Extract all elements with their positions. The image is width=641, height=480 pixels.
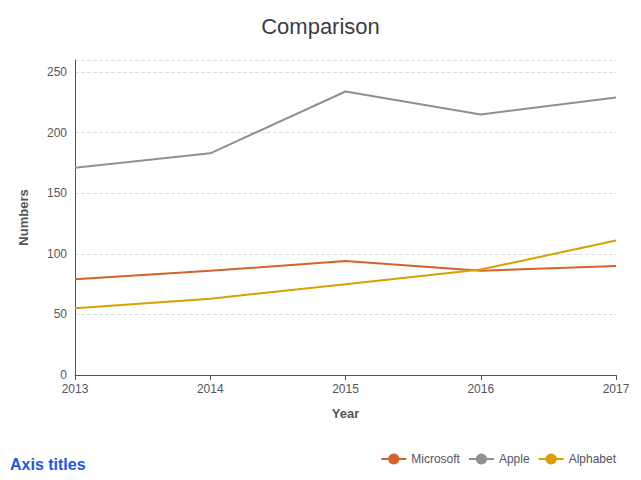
svg-text:200: 200 [47, 126, 67, 140]
svg-text:2015: 2015 [332, 382, 359, 396]
svg-text:Comparison: Comparison [261, 14, 380, 39]
svg-text:Alphabet: Alphabet [569, 452, 617, 466]
svg-text:Numbers: Numbers [16, 189, 31, 245]
svg-text:50: 50 [54, 307, 68, 321]
svg-text:150: 150 [47, 186, 67, 200]
svg-text:Year: Year [332, 406, 359, 421]
svg-text:Microsoft: Microsoft [411, 452, 460, 466]
svg-text:2013: 2013 [62, 382, 89, 396]
svg-text:0: 0 [60, 368, 67, 382]
svg-text:Axis titles: Axis titles [10, 456, 86, 473]
svg-text:2017: 2017 [603, 382, 630, 396]
svg-text:2014: 2014 [197, 382, 224, 396]
svg-text:100: 100 [47, 247, 67, 261]
svg-text:250: 250 [47, 65, 67, 79]
svg-text:2016: 2016 [467, 382, 494, 396]
svg-text:Apple: Apple [499, 452, 530, 466]
